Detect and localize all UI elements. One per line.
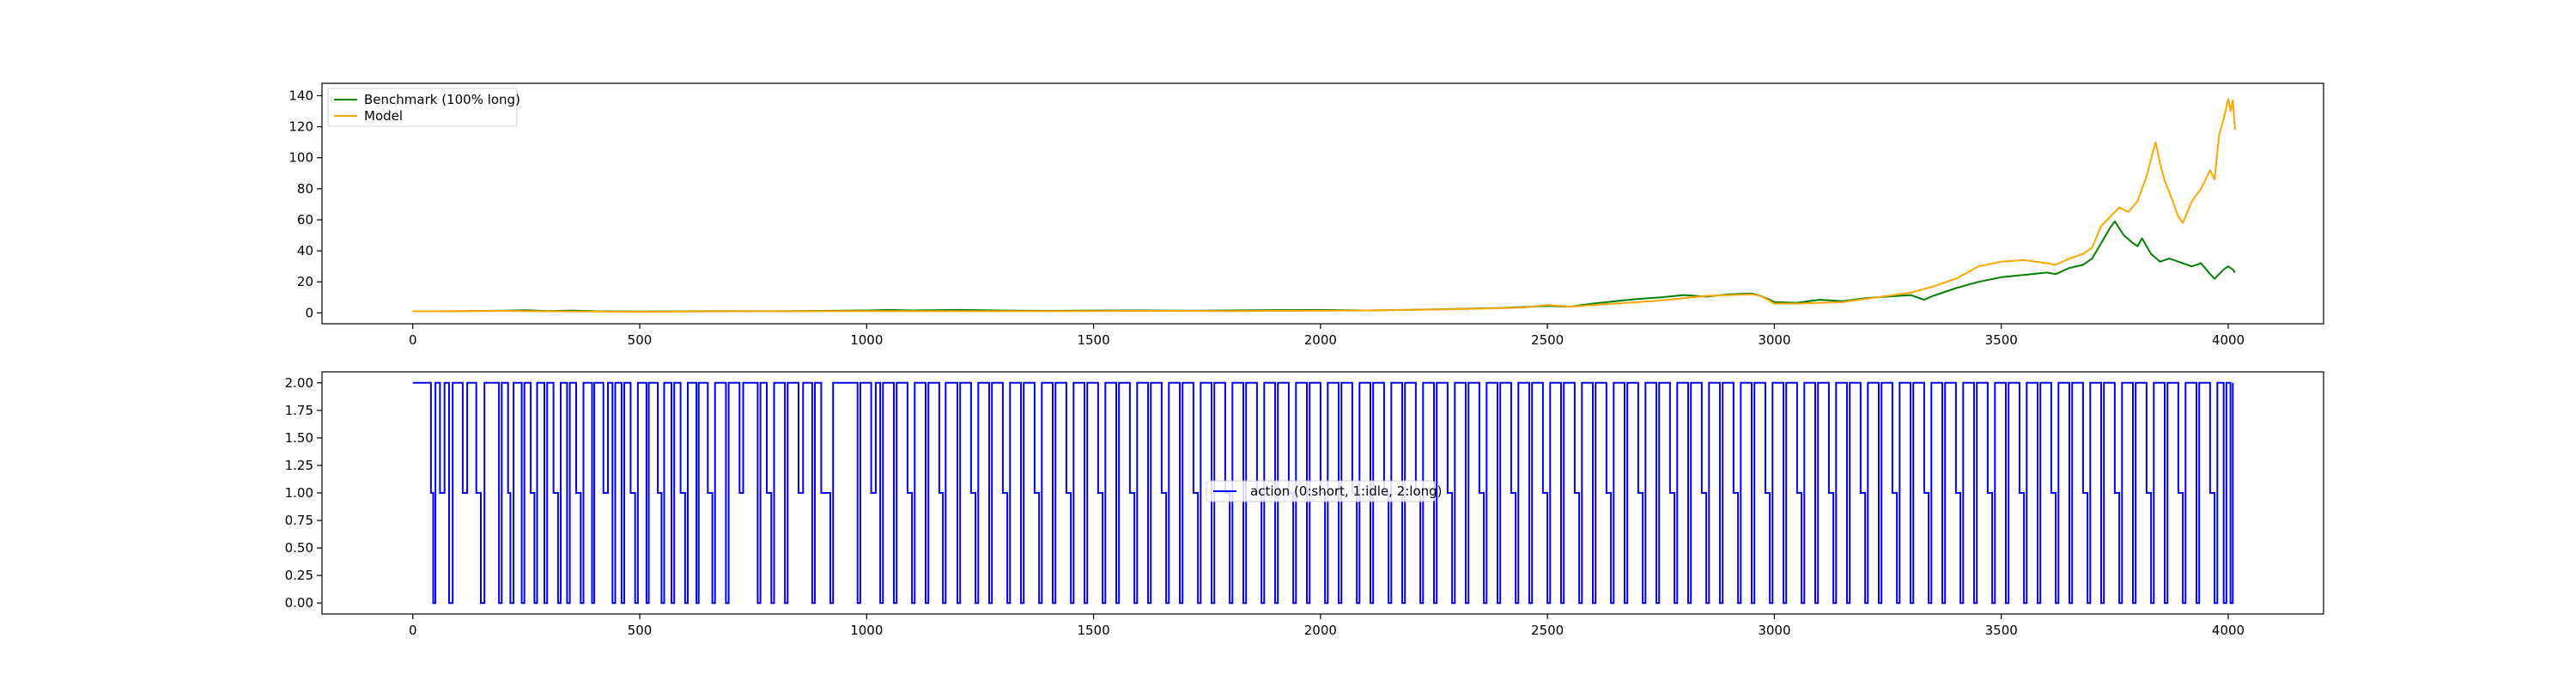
action-x-tick-label: 2000 — [1304, 623, 1337, 638]
legend-label-benchmark: Benchmark (100% long) — [364, 92, 520, 107]
price-y-tick-label: 120 — [289, 119, 313, 135]
price-y-tick-label: 40 — [297, 243, 313, 258]
price-x-tick-label: 2000 — [1304, 332, 1337, 348]
action-x-tick-label: 1000 — [850, 623, 883, 638]
action-x-tick-label: 1500 — [1077, 623, 1109, 638]
action-y-tick-label: 2.00 — [285, 375, 313, 391]
price-x-tick-label: 2500 — [1531, 332, 1564, 348]
action-y-tick-label: 0.50 — [285, 540, 313, 556]
price-x-tick-label: 1500 — [1077, 332, 1109, 348]
action-y-tick-label: 1.25 — [285, 458, 313, 473]
price-legend: Benchmark (100% long) Model — [327, 88, 520, 127]
price-x-tick-label: 1000 — [850, 332, 883, 348]
action-legend-box — [1206, 480, 1436, 502]
action-x-tick-label: 3000 — [1758, 623, 1790, 638]
action-y-tick-label: 0.00 — [285, 595, 313, 611]
price-y-tick-label: 60 — [297, 212, 313, 228]
price-x-tick-label: 3500 — [1985, 332, 2018, 348]
model-line — [412, 98, 2236, 313]
legend-label-action: action (0:short, 1:idle, 2:long) — [1250, 483, 1443, 499]
legend-label-model: Model — [364, 108, 403, 124]
action-step-line — [412, 381, 2234, 605]
price-subplot: 0 500 1000 1500 2000 2500 3000 3500 4000 0 20 40 60… — [289, 82, 2324, 348]
action-x-tick-label: 3500 — [1985, 623, 2018, 638]
action-x-tick-label: 2500 — [1531, 623, 1564, 638]
action-y-tick-label: 0.75 — [285, 513, 313, 528]
price-y-tick-label: 0 — [305, 305, 313, 320]
price-y-axis: 0 20 40 60 80 100 120 140 — [289, 88, 322, 320]
price-y-tick-label: 20 — [297, 274, 313, 289]
price-series-group — [412, 98, 2236, 313]
action-y-tick-label: 0.25 — [285, 568, 313, 583]
action-y-tick-label: 1.50 — [285, 430, 313, 446]
price-x-tick-label: 3000 — [1758, 332, 1790, 348]
action-x-tick-label: 0 — [409, 623, 417, 638]
price-y-tick-label: 140 — [289, 88, 313, 103]
price-x-axis: 0 500 1000 1500 2000 2500 3000 3500 4000 — [409, 324, 2245, 348]
action-y-tick-label: 1.75 — [285, 403, 313, 418]
price-x-tick-label: 500 — [628, 332, 653, 348]
price-legend-box — [327, 88, 518, 127]
action-subplot: 0 500 1000 1500 2000 2500 3000 3500 4000 0.00 0.2… — [285, 371, 2324, 638]
action-y-axis: 0.00 0.25 0.50 0.75 1.00 1.25 1.50 1.75 2.00 — [285, 375, 322, 611]
price-x-tick-label: 4000 — [2212, 332, 2245, 348]
action-series-group — [412, 381, 2234, 605]
action-x-axis: 0 500 1000 1500 2000 2500 3000 3500 4000 — [409, 614, 2245, 638]
price-y-tick-label: 100 — [289, 150, 313, 166]
price-x-tick-label: 0 — [409, 332, 417, 348]
action-x-tick-label: 500 — [628, 623, 653, 638]
price-plot-area — [321, 82, 2324, 325]
action-legend: action (0:short, 1:idle, 2:long) — [1206, 480, 1443, 502]
action-y-tick-label: 1.00 — [285, 485, 313, 501]
action-x-tick-label: 4000 — [2212, 623, 2245, 638]
price-y-tick-label: 80 — [297, 181, 313, 197]
